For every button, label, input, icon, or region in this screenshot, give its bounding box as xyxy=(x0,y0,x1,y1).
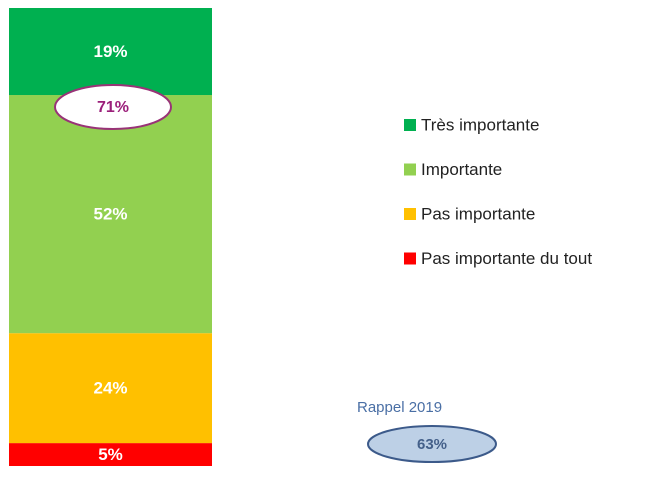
legend-swatch xyxy=(404,119,416,131)
legend-swatch xyxy=(404,252,416,265)
bar-segment xyxy=(9,443,212,466)
annotation: 71% xyxy=(97,99,129,116)
data-label: 5% xyxy=(98,445,123,464)
data-label: 19% xyxy=(93,42,127,61)
legend: Très importante Importante Pas importante P… xyxy=(404,115,592,268)
labels: 5% 24% 52% 19% xyxy=(93,42,127,464)
data-label: 24% xyxy=(93,379,127,398)
bar-segment xyxy=(9,333,212,444)
data-label: 52% xyxy=(93,205,127,224)
annotation: Rappel 2019 xyxy=(357,399,442,416)
legend-label: Pas importante du tout xyxy=(421,249,592,268)
legend-label: Très importante xyxy=(421,115,539,134)
legend-swatch xyxy=(404,163,416,176)
oval-63 xyxy=(367,425,497,463)
legend-label: Pas importante xyxy=(421,204,535,223)
oval-71 xyxy=(54,84,172,130)
bar-segment xyxy=(9,8,212,96)
bar-segment xyxy=(9,95,212,334)
legend-label: Importante xyxy=(421,160,502,179)
legend-swatch xyxy=(404,208,416,220)
bars xyxy=(9,8,212,466)
annotation: 63% xyxy=(417,436,447,453)
